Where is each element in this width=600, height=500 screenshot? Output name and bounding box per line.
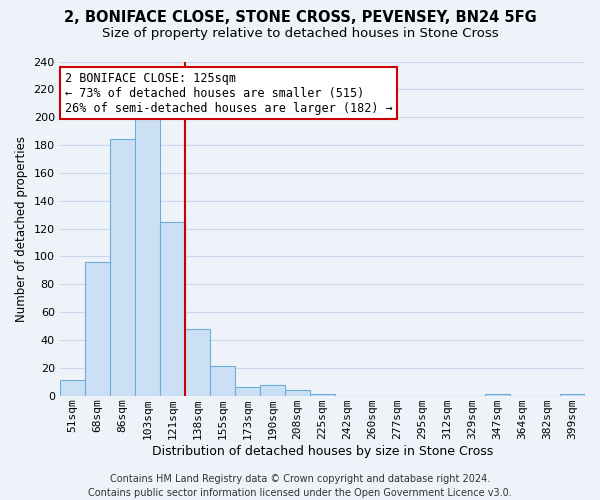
Y-axis label: Number of detached properties: Number of detached properties (15, 136, 28, 322)
Bar (85, 262, 110, 396)
Bar (185, 329, 210, 396)
Text: 2, BONIFACE CLOSE, STONE CROSS, PEVENSEY, BN24 5FG: 2, BONIFACE CLOSE, STONE CROSS, PEVENSEY… (64, 10, 536, 25)
Bar (260, 384, 285, 396)
X-axis label: Distribution of detached houses by size in Stone Cross: Distribution of detached houses by size … (152, 444, 493, 458)
Bar (310, 394, 335, 396)
Bar (285, 390, 310, 396)
Bar (135, 116, 160, 396)
Bar (59, 380, 85, 396)
Text: Contains HM Land Registry data © Crown copyright and database right 2024.
Contai: Contains HM Land Registry data © Crown c… (88, 474, 512, 498)
Text: Size of property relative to detached houses in Stone Cross: Size of property relative to detached ho… (101, 28, 499, 40)
Bar (110, 140, 135, 396)
Bar (560, 394, 585, 396)
Bar (210, 366, 235, 396)
Text: 2 BONIFACE CLOSE: 125sqm
← 73% of detached houses are smaller (515)
26% of semi-: 2 BONIFACE CLOSE: 125sqm ← 73% of detach… (65, 72, 392, 114)
Bar (485, 394, 510, 396)
Bar (235, 388, 260, 396)
Bar (160, 222, 185, 396)
